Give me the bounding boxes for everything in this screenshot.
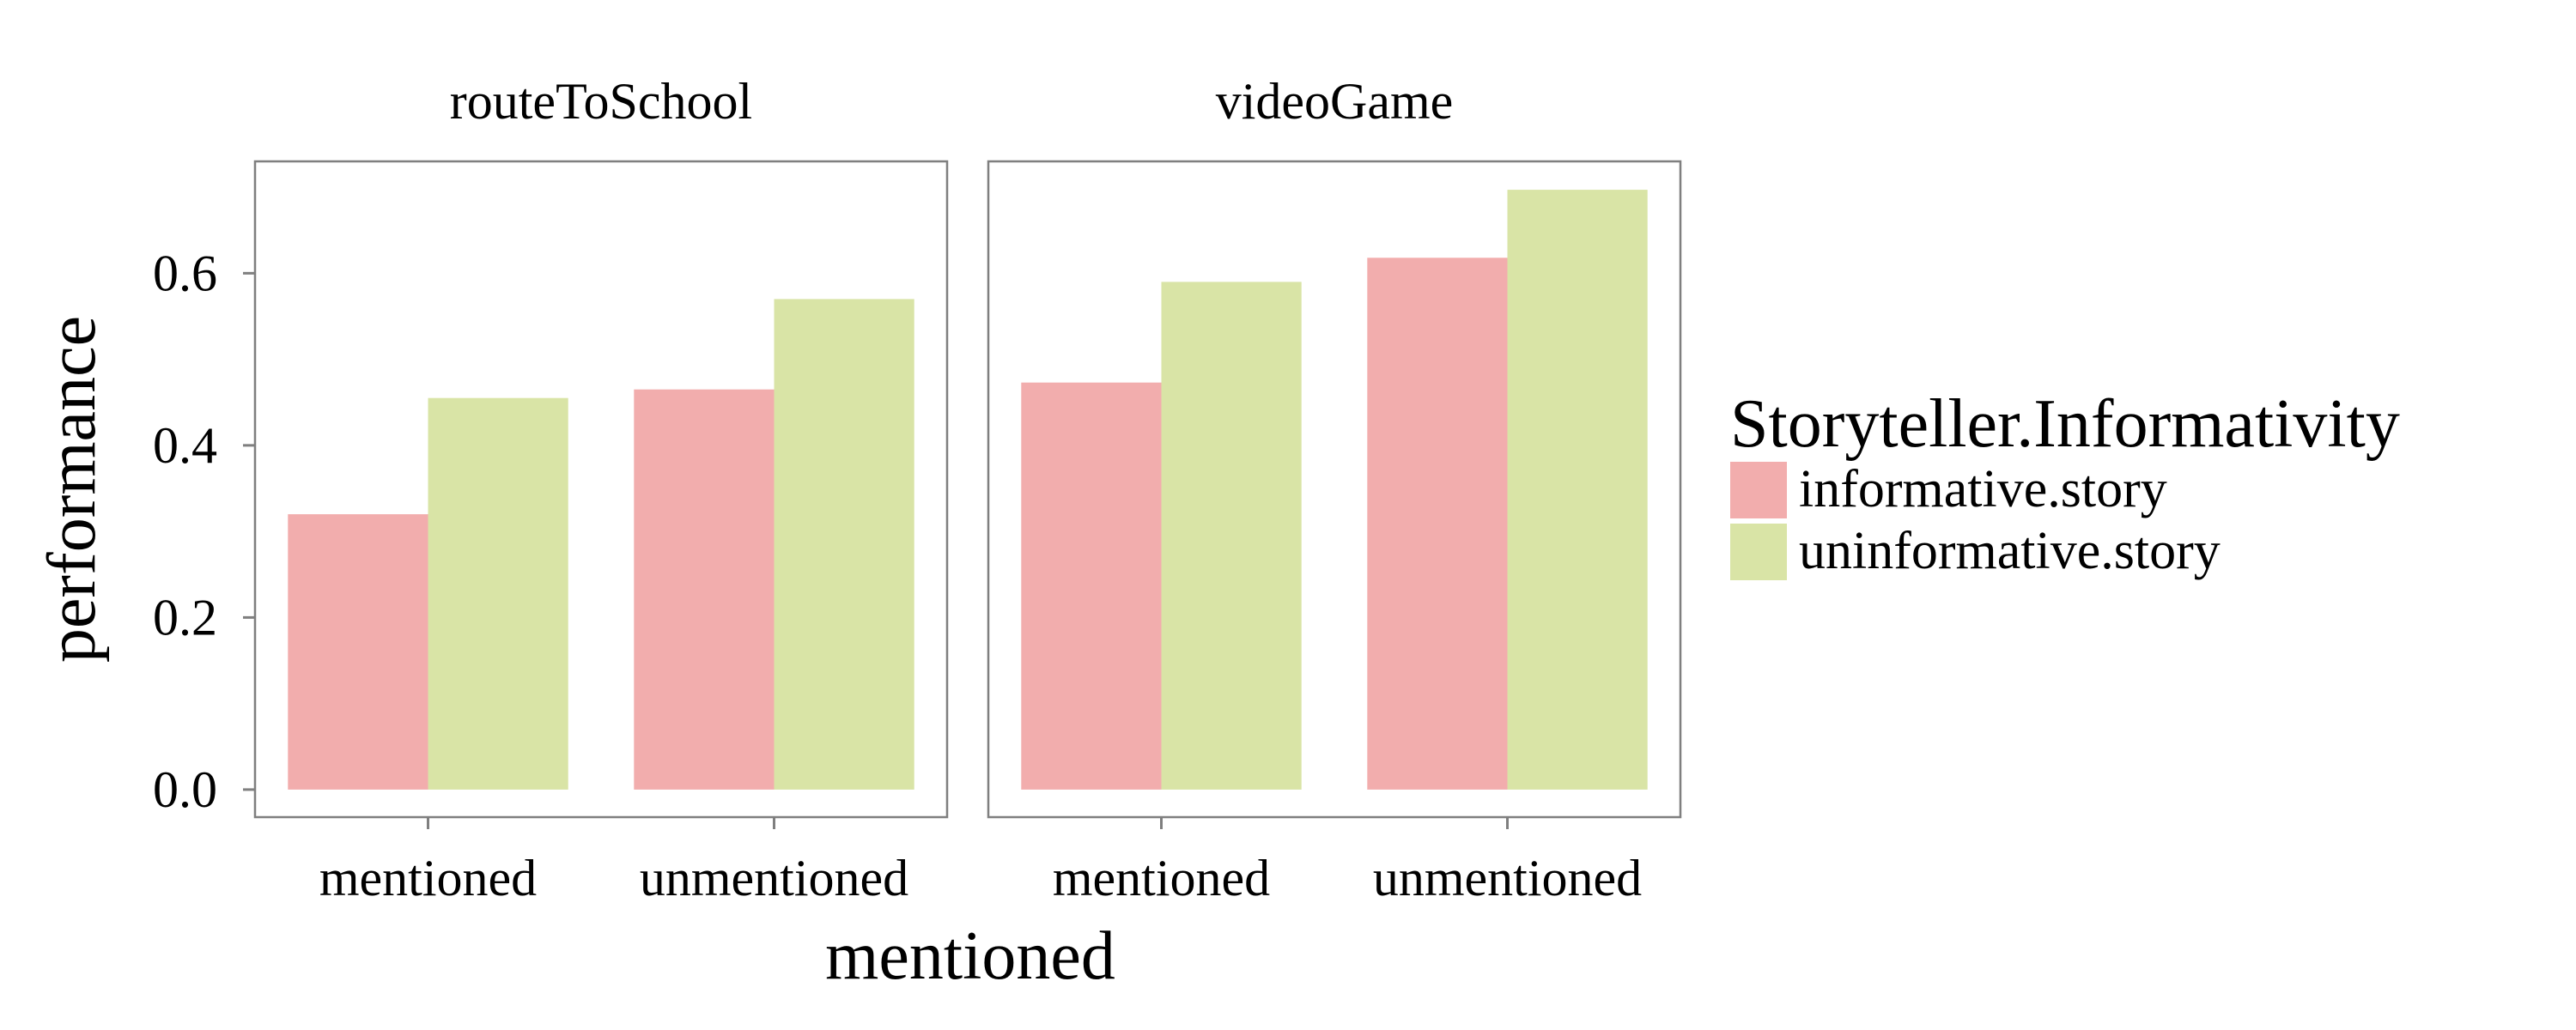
x-tick-label: unmentioned — [640, 850, 908, 906]
panel-border — [253, 160, 949, 819]
y-axis-title: performance — [34, 316, 110, 663]
x-tick-label: unmentioned — [1373, 850, 1642, 906]
bar-videoGame-unmentioned-uninformative.story — [1507, 190, 1648, 790]
bar-routeToSchool-unmentioned-informative.story — [634, 389, 775, 790]
legend-swatch-uninformative.story — [1730, 524, 1787, 580]
x-tick-label: mentioned — [319, 850, 537, 906]
bar-videoGame-mentioned-uninformative.story — [1161, 282, 1302, 790]
facet-title: videoGame — [1216, 73, 1454, 130]
legend-label-informative.story: informative.story — [1799, 460, 2167, 518]
x-tick-label: mentioned — [1053, 850, 1270, 906]
bar-routeToSchool-mentioned-uninformative.story — [428, 397, 568, 790]
bar-routeToSchool-mentioned-informative.story — [288, 514, 428, 790]
x-axis-title: mentioned — [825, 918, 1115, 994]
y-tick-label: 0.6 — [153, 245, 217, 301]
legend-label-uninformative.story: uninformative.story — [1799, 522, 2221, 580]
legend: Storyteller.Informativity informative.st… — [1730, 386, 2400, 580]
y-axis: 0.0 0.2 0.4 0.6 — [153, 245, 255, 818]
y-tick-label: 0.0 — [153, 761, 217, 818]
legend-title: Storyteller.Informativity — [1730, 386, 2400, 462]
y-tick-label: 0.4 — [153, 417, 217, 474]
facet-title: routeToSchool — [450, 73, 752, 130]
bar-videoGame-unmentioned-informative.story — [1367, 258, 1508, 790]
facet-panel-videoGame: videoGame mentioned unmentioned — [987, 73, 1682, 906]
bar-videoGame-mentioned-informative.story — [1021, 382, 1162, 790]
legend-swatch-informative.story — [1730, 462, 1787, 518]
y-tick-label: 0.2 — [153, 589, 217, 645]
bar-routeToSchool-unmentioned-uninformative.story — [774, 299, 914, 790]
facet-panel-routeToSchool: routeToSchool mentioned unmentioned — [253, 73, 949, 906]
panel-border — [987, 160, 1682, 819]
